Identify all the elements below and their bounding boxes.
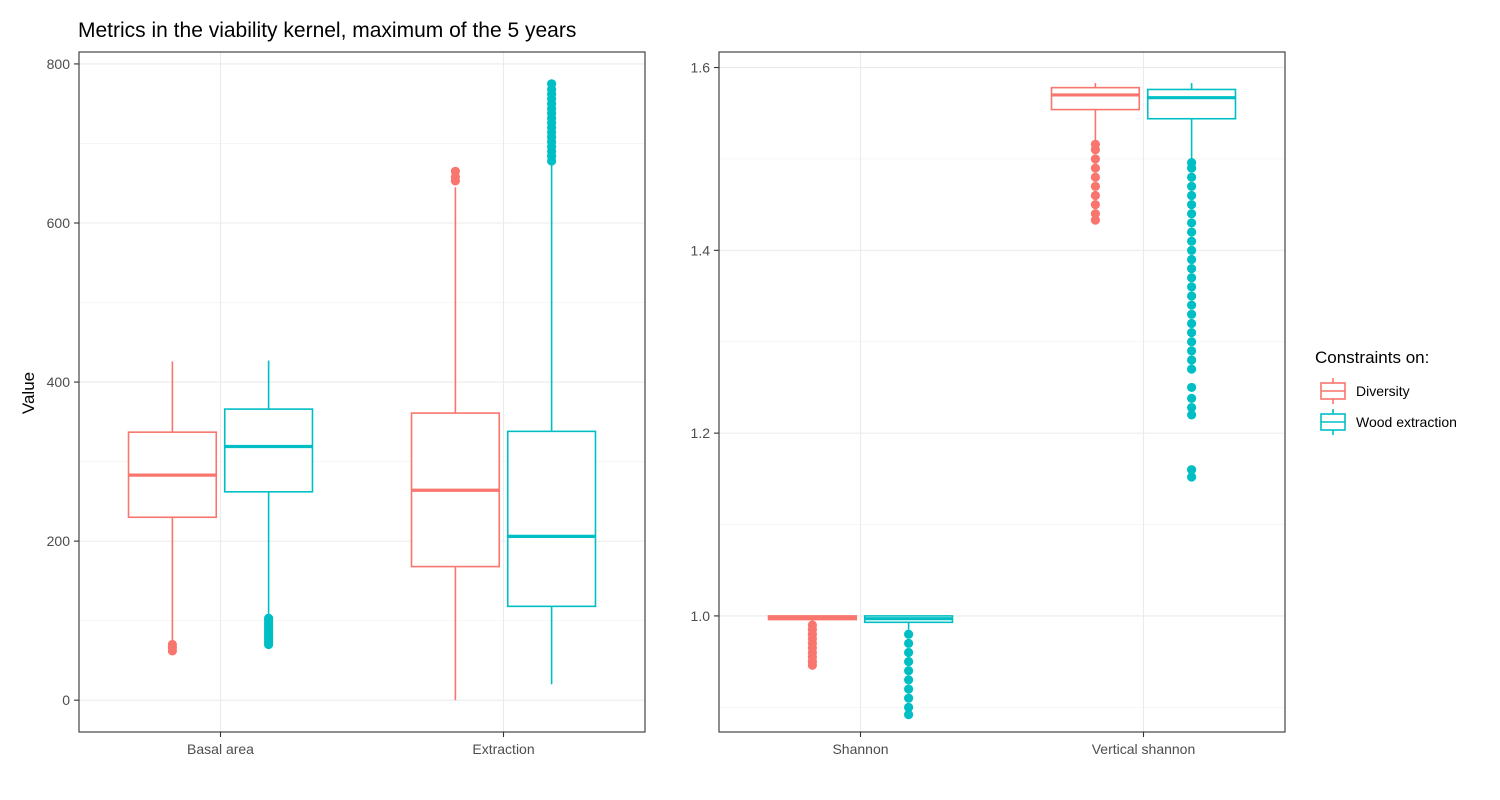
outlier-point [904, 666, 914, 676]
y-tick-label: 1.6 [691, 60, 711, 76]
x-tick-label: Extraction [472, 741, 534, 757]
outlier-point [1187, 300, 1197, 310]
y-tick-label: 0 [62, 692, 70, 708]
outlier-point [1187, 218, 1197, 228]
x-tick-label: Vertical shannon [1092, 741, 1196, 757]
outlier-point [1187, 318, 1197, 329]
y-tick-label: 800 [47, 56, 71, 72]
box-iqr [1050, 86, 1141, 111]
y-tick-label: 600 [47, 215, 71, 231]
box-diversity-1 [410, 166, 501, 701]
outlier-point [167, 639, 177, 650]
outlier-point [904, 684, 914, 694]
outlier-point [1090, 190, 1100, 201]
y-axis-label: Value [19, 372, 38, 414]
legend-entry-wood-extraction: Wood extraction [1320, 409, 1457, 435]
outlier-point [1090, 139, 1100, 149]
legend-label: Diversity [1356, 383, 1410, 399]
x-tick-label: Basal area [187, 741, 254, 757]
outlier-point [1187, 254, 1197, 265]
outlier-point [904, 657, 914, 667]
outlier-point [450, 166, 460, 176]
panel-right: 1.0 1.2 1.4 1.6 Shannon Vertical shannon [691, 51, 1286, 757]
outlier-point [1187, 227, 1197, 237]
outlier-point [1187, 382, 1197, 393]
outlier-point [1187, 190, 1197, 201]
box-diversity-1 [1050, 83, 1141, 225]
box-iqr [223, 408, 314, 493]
outlier-point [1090, 215, 1100, 225]
outlier-point [1187, 472, 1197, 482]
outlier-point [547, 79, 557, 89]
box-iqr [506, 430, 597, 608]
legend-label: Wood extraction [1356, 414, 1457, 430]
outlier-point [1187, 245, 1197, 255]
box-wood-extraction-0 [223, 360, 314, 650]
outlier-point [904, 629, 914, 639]
chart-title: Metrics in the viability kernel, maximum… [78, 19, 576, 42]
legend-entry-diversity: Diversity [1320, 378, 1410, 404]
box-wood-extraction-1 [1146, 83, 1237, 482]
outlier-point [904, 675, 914, 685]
outlier-point [1187, 291, 1197, 301]
box-iqr [1146, 88, 1237, 120]
outlier-point [1187, 264, 1197, 274]
panel-background [79, 52, 645, 732]
outlier-point [1187, 346, 1197, 356]
outlier-point [1187, 236, 1197, 246]
outlier-point [1090, 181, 1100, 191]
panel-border [718, 51, 1286, 733]
outlier-point [904, 702, 914, 712]
outlier-point [1090, 209, 1100, 219]
outlier-point [1187, 327, 1197, 338]
outlier-point [1187, 355, 1197, 365]
y-tick-label: 200 [47, 533, 71, 549]
x-tick-label: Shannon [832, 741, 888, 757]
outlier-point [904, 638, 914, 648]
outlier-point [1187, 209, 1197, 219]
legend: Constraints on: Diversity Wood extraction [1315, 348, 1457, 435]
outlier-point [1187, 282, 1197, 292]
outlier-point [904, 647, 914, 658]
y-tick-label: 1.2 [691, 425, 711, 441]
outlier-point [1187, 200, 1197, 210]
box-diversity-0 [127, 361, 218, 656]
outlier-point [807, 620, 817, 630]
box-wood-extraction-0 [863, 615, 954, 720]
panel-background [719, 52, 1285, 732]
outlier-point [1187, 157, 1197, 168]
outlier-point [1187, 172, 1197, 182]
outlier-point [1090, 154, 1100, 164]
outlier-point [1187, 465, 1197, 475]
outlier-point [1090, 172, 1100, 182]
outlier-point [1187, 402, 1197, 413]
outlier-point [904, 693, 914, 703]
box-diversity-0 [767, 615, 858, 670]
outlier-point [264, 613, 274, 623]
outlier-point [1187, 309, 1197, 319]
outlier-point [904, 710, 914, 720]
y-tick-label: 400 [47, 374, 71, 390]
outlier-point [1090, 163, 1100, 173]
y-tick-label: 1.4 [691, 242, 711, 258]
outlier-point [1090, 200, 1100, 210]
panel-left: 0 200 400 600 800 Basal area Extraction [47, 51, 646, 757]
outlier-point [1187, 393, 1197, 403]
legend-title: Constraints on: [1315, 348, 1429, 367]
box-wood-extraction-1 [506, 79, 597, 685]
y-tick-label: 1.0 [691, 608, 711, 624]
outlier-point [1187, 273, 1197, 283]
outlier-point [1187, 410, 1197, 420]
outlier-point [1187, 181, 1197, 191]
panel-border [78, 51, 646, 733]
outlier-point [1187, 364, 1197, 374]
outlier-point [1187, 337, 1197, 347]
